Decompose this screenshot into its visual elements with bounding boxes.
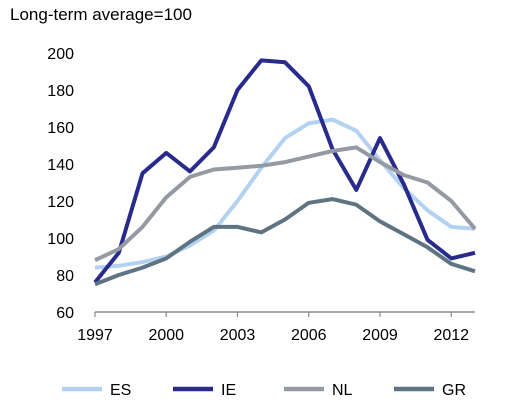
series-line-es — [94, 117, 476, 270]
legend-label-nl: NL — [332, 382, 353, 399]
x-tick-label: 2009 — [362, 327, 398, 344]
y-tick-label: 60 — [56, 305, 74, 322]
x-tick-label: 2006 — [291, 327, 327, 344]
y-tick-label: 140 — [47, 157, 74, 174]
y-tick-label: 200 — [47, 46, 74, 63]
legend-label-gr: GR — [442, 382, 466, 399]
series-line-gr — [94, 197, 476, 287]
x-tick-label: 2012 — [433, 327, 469, 344]
y-tick-label: 80 — [56, 268, 74, 285]
y-tick-label: 180 — [47, 83, 74, 100]
y-axis-label: Long-term average=100 — [10, 5, 192, 24]
y-tick-label: 100 — [47, 231, 74, 248]
series-line-ie — [93, 58, 476, 284]
y-tick-label: 160 — [47, 120, 74, 137]
series-line-nl — [94, 145, 477, 263]
x-tick-label: 2000 — [148, 327, 184, 344]
x-tick-label: 1997 — [77, 327, 113, 344]
legend-label-ie: IE — [221, 382, 236, 399]
y-tick-label: 120 — [47, 194, 74, 211]
x-tick-label: 2003 — [220, 327, 256, 344]
legend-label-es: ES — [110, 382, 131, 399]
